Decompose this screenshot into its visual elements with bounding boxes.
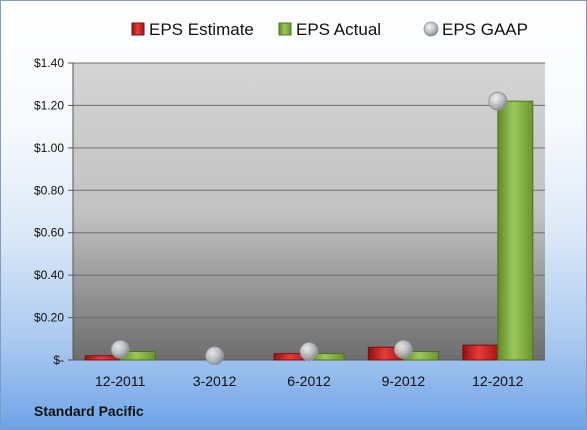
y-tick-label: $1.40	[34, 56, 64, 70]
y-tick-label: $-	[53, 353, 64, 367]
eps-gaap-marker	[393, 339, 413, 359]
eps-actual-bar	[497, 100, 534, 361]
eps-gaap-marker	[205, 346, 225, 366]
company-name: Standard Pacific	[34, 403, 144, 419]
x-tick-label: 9-2012	[382, 373, 426, 389]
eps-gaap-marker	[488, 91, 508, 111]
legend-actual-swatch	[278, 22, 292, 36]
y-tick-label: $0.40	[34, 268, 64, 282]
eps-gaap-marker	[299, 342, 319, 361]
x-tick-label: 3-2012	[193, 373, 237, 389]
legend-label: EPS GAAP	[442, 20, 528, 39]
eps-gaap-marker	[110, 339, 130, 359]
y-tick-label: $1.20	[34, 98, 64, 112]
y-tick-label: $0.20	[34, 311, 64, 325]
y-tick-label: $0.80	[34, 183, 64, 197]
x-tick-label: 12-2011	[95, 373, 146, 389]
plot-area	[73, 63, 545, 360]
x-tick-label: 12-2012	[472, 373, 524, 389]
legend-label: EPS Actual	[296, 20, 381, 39]
legend-gaap-marker	[423, 21, 439, 37]
legend-estimate-swatch	[131, 22, 145, 36]
y-tick-label: $0.60	[34, 226, 64, 240]
y-tick-label: $1.00	[34, 141, 64, 155]
legend-label: EPS Estimate	[149, 20, 254, 39]
x-tick-label: 6-2012	[287, 373, 331, 389]
eps-estimate-bar	[462, 344, 499, 361]
